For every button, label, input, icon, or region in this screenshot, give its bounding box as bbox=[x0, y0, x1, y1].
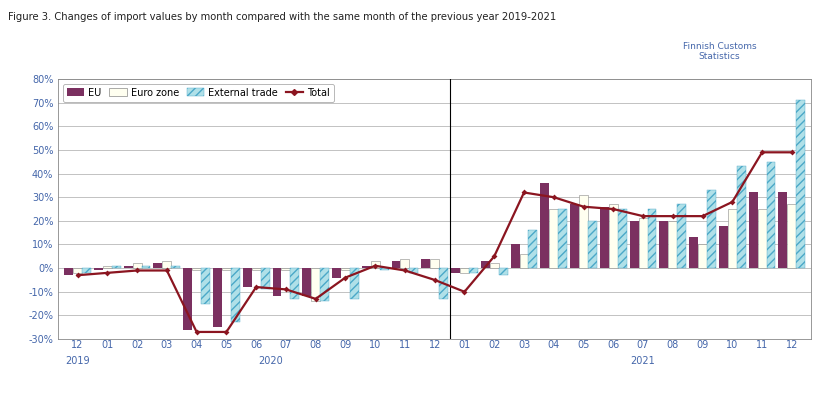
Bar bbox=[677, 204, 686, 268]
Bar bbox=[766, 162, 775, 268]
Bar bbox=[787, 204, 796, 268]
Bar bbox=[111, 266, 121, 268]
Bar bbox=[302, 268, 311, 297]
Bar bbox=[320, 268, 329, 301]
Bar bbox=[183, 268, 192, 329]
Bar bbox=[549, 209, 558, 268]
Bar bbox=[124, 266, 132, 268]
Bar bbox=[660, 221, 668, 268]
Bar bbox=[260, 268, 270, 290]
Bar bbox=[400, 259, 409, 268]
Bar bbox=[213, 268, 222, 327]
Bar bbox=[243, 268, 252, 287]
Bar bbox=[153, 263, 162, 268]
Bar bbox=[132, 263, 141, 268]
Bar bbox=[64, 268, 73, 275]
Bar bbox=[796, 100, 805, 268]
Bar bbox=[82, 268, 91, 273]
Text: 2020: 2020 bbox=[259, 356, 284, 366]
Bar bbox=[341, 268, 350, 270]
Bar bbox=[252, 268, 260, 270]
Bar bbox=[350, 268, 359, 299]
Bar bbox=[201, 268, 210, 304]
Bar bbox=[460, 268, 469, 273]
Text: 2019: 2019 bbox=[65, 356, 90, 366]
Bar bbox=[668, 221, 677, 268]
Bar bbox=[749, 193, 758, 268]
Bar bbox=[490, 263, 498, 268]
Bar bbox=[617, 209, 626, 268]
Legend: EU, Euro zone, External trade, Total: EU, Euro zone, External trade, Total bbox=[63, 84, 334, 102]
Text: Figure 3. Changes of import values by month compared with the same month of the : Figure 3. Changes of import values by mo… bbox=[8, 12, 557, 22]
Bar bbox=[273, 268, 281, 297]
Bar bbox=[392, 261, 400, 268]
Bar bbox=[728, 209, 737, 268]
Bar bbox=[558, 209, 567, 268]
Bar bbox=[630, 221, 639, 268]
Bar bbox=[779, 193, 787, 268]
Bar bbox=[311, 268, 320, 301]
Bar bbox=[689, 238, 698, 268]
Bar bbox=[162, 261, 171, 268]
Bar bbox=[588, 221, 597, 268]
Bar bbox=[94, 268, 103, 270]
Bar bbox=[451, 268, 460, 273]
Bar bbox=[481, 261, 490, 268]
Bar bbox=[222, 268, 230, 270]
Bar bbox=[519, 254, 528, 268]
Bar bbox=[579, 195, 588, 268]
Bar bbox=[439, 268, 448, 299]
Bar bbox=[332, 268, 341, 277]
Bar bbox=[737, 166, 745, 268]
Bar bbox=[498, 268, 508, 275]
Bar bbox=[281, 268, 290, 270]
Bar bbox=[698, 245, 707, 268]
Bar bbox=[230, 268, 240, 322]
Bar bbox=[609, 204, 617, 268]
Bar bbox=[290, 268, 300, 299]
Bar bbox=[409, 268, 418, 273]
Bar bbox=[73, 268, 82, 273]
Bar bbox=[570, 204, 579, 268]
Bar bbox=[379, 268, 389, 270]
Bar bbox=[362, 266, 371, 268]
Bar bbox=[707, 190, 716, 268]
Bar bbox=[141, 266, 151, 268]
Bar bbox=[192, 268, 201, 270]
Bar bbox=[421, 259, 430, 268]
Bar bbox=[647, 209, 656, 268]
Bar bbox=[171, 266, 181, 268]
Bar bbox=[719, 225, 728, 268]
Bar bbox=[758, 209, 766, 268]
Bar bbox=[639, 218, 647, 268]
Bar bbox=[511, 245, 519, 268]
Bar bbox=[469, 268, 478, 273]
Text: Finnish Customs
Statistics: Finnish Customs Statistics bbox=[683, 42, 756, 61]
Text: 2021: 2021 bbox=[631, 356, 656, 366]
Bar bbox=[430, 259, 439, 268]
Bar bbox=[528, 230, 537, 268]
Bar bbox=[371, 261, 379, 268]
Bar bbox=[540, 183, 549, 268]
Bar bbox=[103, 266, 111, 268]
Bar bbox=[600, 207, 609, 268]
